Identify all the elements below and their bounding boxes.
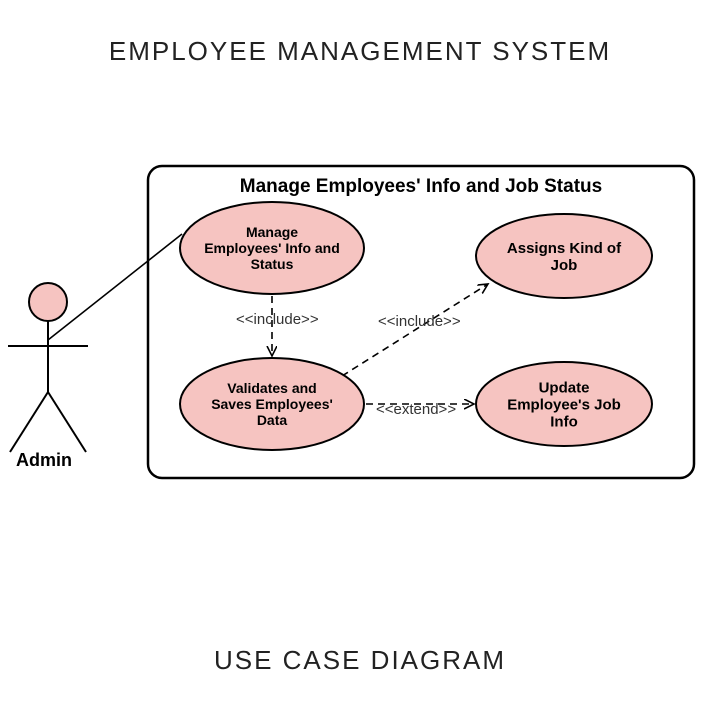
usecase-label-manage-2: Status [251, 256, 294, 272]
diagram-canvas: Manage Employees' Info and Job Status <<i… [0, 0, 720, 720]
actor-leg-right [48, 392, 86, 452]
edge-label-validate-extend-update: <<extend>> [376, 401, 456, 418]
usecase-label-validate-0: Validates and [227, 380, 316, 396]
actor-label: Admin [16, 450, 72, 470]
usecase-label-assigns-1: Job [551, 257, 578, 274]
usecase-label-validate-1: Saves Employees' [211, 396, 333, 412]
edge-label-manage-include-validate: <<include>> [236, 311, 319, 328]
edge-actor-to-manage [48, 234, 182, 340]
usecase-label-validate-2: Data [257, 412, 288, 428]
actor-head-icon [29, 283, 67, 321]
actor-leg-left [10, 392, 48, 452]
edge-validate-include-assigns [342, 284, 488, 376]
usecase-label-manage-1: Employees' Info and [204, 240, 340, 256]
usecase-label-update-1: Employee's Job [507, 396, 621, 413]
edge-label-validate-include-assigns: <<include>> [378, 313, 461, 330]
system-boundary-title: Manage Employees' Info and Job Status [240, 176, 602, 197]
usecase-label-update-0: Update [539, 379, 590, 396]
usecase-label-assigns-0: Assigns Kind of [507, 240, 622, 257]
usecase-label-manage-0: Manage [246, 224, 298, 240]
usecase-label-update-2: Info [550, 413, 578, 430]
